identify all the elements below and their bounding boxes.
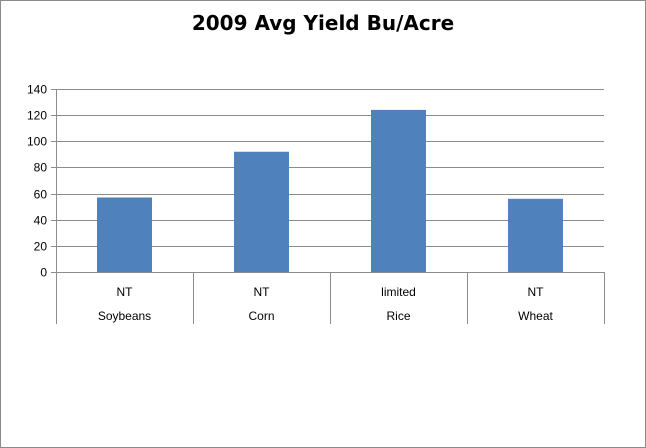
y-tick-label: 0 xyxy=(40,266,47,280)
y-tick-label: 60 xyxy=(34,188,48,202)
x-tick-label-crop: Corn xyxy=(248,309,274,323)
x-tick-label-crop: Wheat xyxy=(518,309,553,323)
x-tick-label-crop: Rice xyxy=(386,309,410,323)
chart-title: 2009 Avg Yield Bu/Acre xyxy=(191,11,455,35)
bar-corn xyxy=(234,151,289,272)
x-tick-label-practice: limited xyxy=(381,285,416,299)
x-tick-label-crop: Soybeans xyxy=(98,309,151,323)
y-tick-label: 120 xyxy=(27,109,47,123)
y-tick-label: 140 xyxy=(27,83,47,97)
y-tick-label: 100 xyxy=(27,135,47,149)
x-tick-label-practice: NT xyxy=(117,285,134,299)
bar-rice xyxy=(371,109,426,273)
y-tick-label: 40 xyxy=(34,214,48,228)
bar-soybeans xyxy=(97,197,152,272)
y-tick-label: 20 xyxy=(34,240,48,254)
x-tick-label-practice: NT xyxy=(528,285,545,299)
y-tick-label: 80 xyxy=(34,161,48,175)
bar-wheat xyxy=(508,198,563,272)
x-tick-label-practice: NT xyxy=(254,285,271,299)
